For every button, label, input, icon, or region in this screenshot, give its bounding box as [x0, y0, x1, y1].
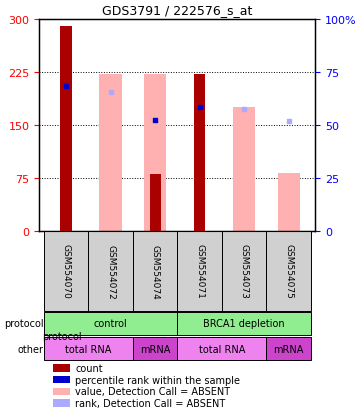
Text: control: control — [94, 318, 127, 329]
FancyBboxPatch shape — [44, 312, 177, 335]
Bar — [60, 27, 71, 232]
FancyBboxPatch shape — [266, 337, 311, 360]
FancyBboxPatch shape — [44, 337, 133, 360]
Point — [152, 117, 158, 124]
Text: GSM554075: GSM554075 — [284, 244, 293, 299]
FancyBboxPatch shape — [177, 337, 266, 360]
Text: GSM554072: GSM554072 — [106, 244, 115, 299]
Bar — [53, 388, 70, 395]
Bar — [144, 75, 166, 232]
Bar — [278, 173, 300, 232]
Bar — [53, 399, 70, 407]
Bar — [149, 175, 161, 232]
Bar — [194, 75, 205, 232]
FancyBboxPatch shape — [222, 232, 266, 311]
Text: rank, Detection Call = ABSENT: rank, Detection Call = ABSENT — [75, 398, 225, 408]
Text: mRNA: mRNA — [274, 344, 304, 354]
Text: total RNA: total RNA — [65, 344, 112, 354]
Text: BRCA1 depletion: BRCA1 depletion — [203, 318, 285, 329]
Text: GSM554070: GSM554070 — [61, 244, 70, 299]
FancyBboxPatch shape — [177, 312, 311, 335]
Text: GSM554071: GSM554071 — [195, 244, 204, 299]
Bar — [99, 75, 122, 232]
Text: total RNA: total RNA — [199, 344, 245, 354]
Text: protocol: protocol — [4, 318, 44, 329]
Bar — [233, 108, 255, 232]
Text: mRNA: mRNA — [140, 344, 170, 354]
Bar — [53, 365, 70, 372]
Text: other: other — [18, 344, 44, 354]
Bar — [53, 376, 70, 384]
Text: protocol: protocol — [42, 331, 82, 341]
Text: count: count — [75, 363, 103, 373]
Title: GDS3791 / 222576_s_at: GDS3791 / 222576_s_at — [102, 4, 253, 17]
Point — [197, 104, 203, 111]
Point — [63, 83, 69, 90]
FancyBboxPatch shape — [266, 232, 311, 311]
FancyBboxPatch shape — [133, 232, 177, 311]
Text: GSM554073: GSM554073 — [240, 244, 249, 299]
FancyBboxPatch shape — [133, 337, 177, 360]
Text: percentile rank within the sample: percentile rank within the sample — [75, 375, 240, 385]
Point — [108, 89, 113, 96]
Point — [286, 119, 292, 126]
Text: GSM554074: GSM554074 — [151, 244, 160, 299]
FancyBboxPatch shape — [177, 232, 222, 311]
Text: value, Detection Call = ABSENT: value, Detection Call = ABSENT — [75, 387, 230, 396]
Point — [241, 107, 247, 114]
FancyBboxPatch shape — [88, 232, 133, 311]
FancyBboxPatch shape — [44, 232, 88, 311]
